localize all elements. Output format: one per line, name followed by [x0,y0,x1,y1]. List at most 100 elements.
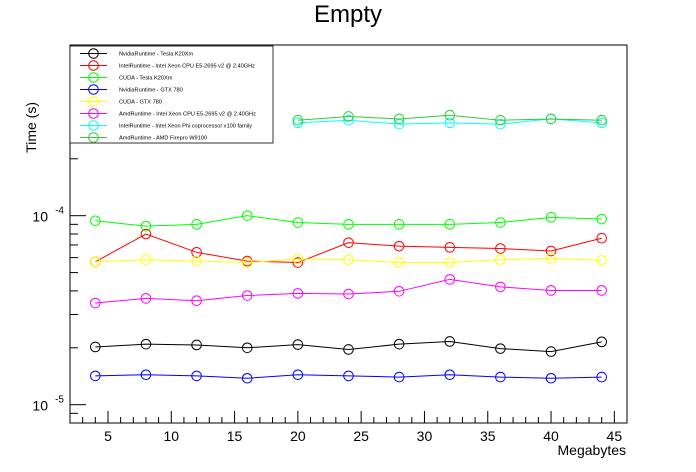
data-point [495,243,506,254]
legend-marker [88,96,99,107]
data-point [90,297,101,309]
data-point [191,370,202,382]
data-point [343,111,354,122]
series-line [95,340,602,353]
data-point [596,371,607,383]
data-point [343,237,354,248]
data-point [495,343,506,354]
series-1 [90,228,607,268]
legend: NvidiaRuntime - Tesla K20Xm IntelRuntime … [69,45,274,144]
data-point [140,220,152,232]
data-point [292,288,304,299]
series-4 [90,253,607,268]
data-point [140,369,152,381]
data-point [343,344,354,355]
legend-label: NvidiaRuntime - Tesla K20Xm [119,52,194,58]
data-point [343,370,354,382]
data-point [140,293,152,304]
series-line [95,374,602,379]
data-point [545,253,557,264]
legend-marker [88,84,99,95]
x-axis: 5 10 15 20 25 30 35 40 45 [69,411,628,444]
data-point [140,228,152,240]
series-2 [90,210,607,232]
legend-marker [88,48,99,59]
y-tick-label: 10 [32,209,48,225]
data-point [596,117,607,129]
legend-label: AmdRuntime - AMD Firepro W9100 [119,136,207,142]
data-point [596,255,607,266]
data-point [393,257,405,268]
data-point [343,254,354,265]
legend-marker [88,120,99,131]
data-point [292,217,304,228]
data-point [241,372,253,384]
x-tick-label: 30 [417,428,433,444]
data-point [90,341,101,353]
data-point [241,290,253,301]
data-point [90,370,101,382]
data-point [444,274,456,285]
data-point [292,117,304,129]
chart-title: Empty [314,1,382,28]
legend-marker [88,108,99,119]
data-point [343,219,354,230]
data-point [495,217,506,228]
x-tick-label: 40 [543,428,559,444]
data-point [393,286,405,297]
data-point [444,117,456,129]
x-tick-label: 45 [607,428,623,444]
data-point [343,288,354,300]
data-point [444,109,456,121]
data-point [444,219,456,230]
data-point [596,114,607,126]
data-point [292,253,304,265]
data-point [495,254,506,265]
series-line [95,233,602,264]
data-point [444,242,456,253]
data-point [292,339,304,350]
series-line [297,114,602,121]
data-point [393,219,405,230]
data-point [545,212,557,223]
data-point [444,257,456,268]
y-tick-label: 10 [32,398,48,414]
data-point [241,210,253,221]
data-point [545,372,557,384]
data-point [393,338,405,350]
data-point [343,114,354,126]
series-5 [90,274,607,309]
data-point [545,285,557,296]
data-point [596,336,607,348]
data-point [292,369,304,381]
legend-label: IntelRuntime - Intel Xeon Phi coprocesso… [119,124,252,130]
data-point [545,346,557,357]
data-point [495,281,506,293]
data-point [241,257,253,268]
x-tick-label: 15 [227,428,243,444]
series-line [95,278,602,304]
data-point [191,219,202,230]
data-point [90,256,101,268]
series-3 [90,369,607,384]
legend-label: IntelRuntime - Intel Xeon CPU E5-2695 v2… [119,64,255,70]
y-tick-exponent: -4 [55,206,64,217]
data-point [292,257,304,268]
series-line [95,215,602,227]
data-point [241,342,253,354]
legend-label: CUDA - Tesla K20Xm [119,76,173,82]
data-point [393,240,405,252]
x-tick-label: 5 [104,428,112,444]
legend-marker [88,72,99,83]
legend-marker [88,60,99,71]
data-point [596,232,607,244]
series-0 [90,336,607,357]
data-point [292,114,304,126]
x-tick-label: 10 [163,428,179,444]
x-tick-label: 25 [353,428,369,444]
legend-label: NvidiaRuntime - GTX 780 [119,88,183,94]
data-point [495,371,506,383]
data-point [495,118,506,130]
legend-marker [88,132,99,143]
